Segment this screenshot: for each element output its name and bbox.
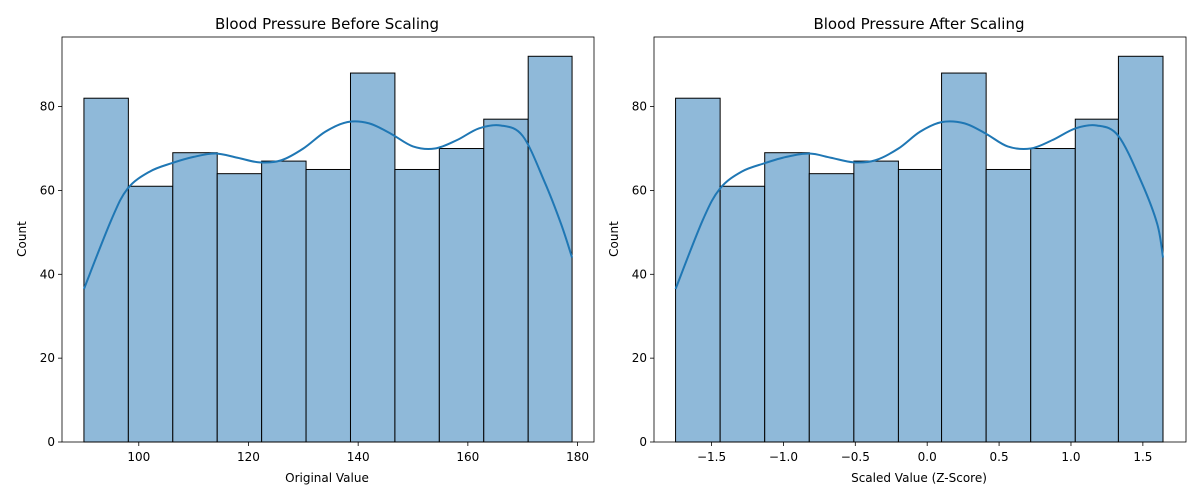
x-tick-label: 100 [127, 450, 150, 464]
x-axis-ticks: 100 120 140 160 180 [127, 442, 589, 464]
chart-title: Blood Pressure After Scaling [813, 15, 1024, 33]
histogram-bars [83, 55, 573, 443]
y-tick-label: 60 [632, 183, 647, 197]
kde-line [674, 120, 1164, 290]
histogram-bars [675, 55, 1164, 443]
x-tick-label: 1.5 [1133, 450, 1152, 464]
chart-title: Blood Pressure Before Scaling [215, 15, 439, 33]
histogram-bar [719, 185, 766, 443]
histogram-bar [764, 152, 810, 443]
y-tick-label: 80 [632, 100, 647, 114]
x-axis-label: Original Value [285, 471, 369, 485]
histogram-bar [261, 160, 307, 443]
histogram-bar [1030, 148, 1076, 443]
y-tick-label: 20 [632, 351, 647, 365]
axes-frame [61, 36, 595, 443]
histogram-bar [853, 160, 899, 443]
kde-curve-group [83, 120, 574, 290]
histogram-bar [808, 173, 855, 443]
y-tick-label: 40 [632, 267, 647, 281]
y-tick-label: 20 [40, 351, 55, 365]
y-tick-label: 0 [47, 435, 55, 449]
histogram-bar [394, 168, 440, 443]
x-tick-label: −1.0 [769, 450, 798, 464]
axes-frame [653, 36, 1187, 443]
x-axis-ticks: −1.5 −1.0 −0.5 0.0 0.5 1.0 1.5 [697, 442, 1152, 464]
x-tick-label: 180 [566, 450, 589, 464]
x-tick-label: 160 [456, 450, 479, 464]
x-tick-label: −1.5 [697, 450, 726, 464]
y-axis-ticks: 0 20 40 60 80 [632, 100, 654, 449]
x-tick-label: −0.5 [841, 450, 870, 464]
histogram-bar [483, 118, 529, 443]
x-tick-label: 0.5 [990, 450, 1009, 464]
histogram-bar [216, 173, 263, 443]
kde-curve-group [674, 120, 1164, 290]
kde-line [83, 120, 574, 290]
x-tick-label: 120 [237, 450, 260, 464]
x-tick-label: 140 [347, 450, 370, 464]
x-tick-label: 1.0 [1061, 450, 1080, 464]
y-tick-label: 40 [40, 267, 55, 281]
x-tick-label: 0.0 [918, 450, 937, 464]
y-tick-label: 80 [40, 100, 55, 114]
histogram-bar [1117, 55, 1164, 443]
histogram-bar [172, 152, 218, 443]
y-axis-label: Count [607, 221, 621, 257]
y-tick-label: 0 [639, 435, 647, 449]
histogram-bar [438, 148, 485, 443]
histogram-after-scaling: Blood Pressure After Scaling Scaled Valu… [607, 15, 1187, 485]
histogram-bar [1074, 118, 1119, 443]
histogram-bar [305, 168, 351, 443]
y-axis-label: Count [15, 221, 29, 257]
histogram-bar [349, 72, 396, 443]
histogram-bar [941, 72, 987, 443]
y-tick-label: 60 [40, 183, 55, 197]
histogram-before-scaling: Blood Pressure Before Scaling Original V… [15, 15, 595, 485]
x-axis-label: Scaled Value (Z-Score) [851, 471, 987, 485]
histogram-bar [897, 168, 943, 443]
histogram-bar [127, 185, 174, 443]
histogram-bar [985, 168, 1032, 443]
y-axis-ticks: 0 20 40 60 80 [40, 100, 62, 449]
histogram-bar [527, 55, 573, 443]
